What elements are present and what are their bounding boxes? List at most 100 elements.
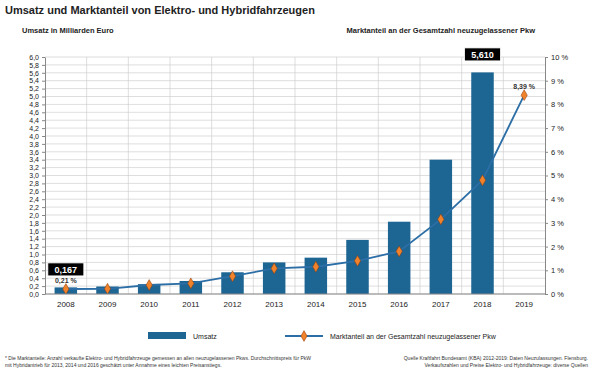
- tick: 4,6: [29, 109, 45, 116]
- tick-label: 6 %: [551, 148, 564, 157]
- marker: [104, 283, 110, 294]
- tick-mark: [42, 215, 45, 216]
- tick: 5,4: [29, 77, 45, 84]
- tick-label: 2,2: [29, 204, 39, 211]
- data-label: 0,167: [55, 265, 78, 275]
- category-separator: [420, 57, 421, 294]
- tick-mark: [42, 73, 45, 74]
- tick: 6 %: [545, 148, 564, 157]
- category-separator: [461, 57, 462, 294]
- marker: [479, 175, 485, 186]
- tick-label: 4,4: [29, 117, 39, 124]
- tick-mark: [42, 136, 45, 137]
- legend-item: Umsatz: [148, 332, 217, 340]
- tick: 3,4: [29, 156, 45, 163]
- tick-label: 2013: [265, 300, 283, 309]
- grid: [45, 57, 545, 294]
- tick-mark: [42, 168, 45, 169]
- category-separator: [211, 57, 212, 294]
- tick-label: 10 %: [551, 53, 568, 62]
- footnote: * Die Marktanteile: Anzahl verkaufte Ele…: [5, 355, 311, 361]
- tick: 2,8: [29, 180, 45, 187]
- marker: [271, 263, 277, 274]
- tick: 10 %: [545, 53, 568, 62]
- tick: 6,0: [29, 54, 45, 61]
- tick: 0,0: [29, 291, 45, 298]
- tick-label: 0,6: [29, 267, 39, 274]
- tick-mark: [545, 247, 548, 248]
- tick-label: 4,8: [29, 101, 39, 108]
- tick-label: 8 %: [551, 100, 564, 109]
- data-label: 8,39 %: [513, 83, 536, 91]
- tick: 1 %: [545, 266, 564, 275]
- tick-label: 5,6: [29, 70, 39, 77]
- marker: [188, 278, 194, 289]
- grid-line: [45, 294, 545, 295]
- tick-mark: [42, 65, 45, 66]
- legend-label: Umsatz: [193, 333, 217, 340]
- tick: 2,2: [29, 204, 45, 211]
- marker: [63, 284, 69, 294]
- category-separator: [253, 57, 254, 294]
- tick: 2016: [390, 294, 408, 309]
- tick-label: 2 %: [551, 243, 564, 252]
- tick-label: 4,0: [29, 133, 39, 140]
- tick-mark: [42, 112, 45, 113]
- tick: 1,8: [29, 220, 45, 227]
- category-separator: [170, 57, 171, 294]
- tick-label: 2014: [307, 300, 325, 309]
- tick-mark: [42, 286, 45, 287]
- data-label: 0,21 %: [55, 277, 78, 285]
- tick-label: 0,0: [29, 291, 39, 298]
- tick-label: 1 %: [551, 266, 564, 275]
- tick: 8 %: [545, 100, 564, 109]
- tick-label: 5 %: [551, 171, 564, 180]
- tick-mark: [42, 144, 45, 145]
- source: Quelle Kraftfahrt Bundesamt (KBA) 2012-2…: [404, 355, 588, 361]
- tick-label: 0,8: [29, 259, 39, 266]
- tick-label: 2016: [390, 300, 408, 309]
- tick-label: 3,0: [29, 172, 39, 179]
- tick-mark: [42, 81, 45, 82]
- tick-label: 3 %: [551, 219, 564, 228]
- data-label: 5,610: [471, 50, 494, 60]
- tick-mark: [42, 239, 45, 240]
- legend-marker: [301, 331, 307, 342]
- tick-label: 0,2: [29, 283, 39, 290]
- category-separator: [503, 57, 504, 294]
- marker: [396, 246, 402, 257]
- tick-label: 2012: [224, 300, 242, 309]
- tick: 4,2: [29, 125, 45, 132]
- tick-mark: [42, 207, 45, 208]
- tick-label: 6,0: [29, 54, 39, 61]
- tick-mark: [42, 255, 45, 256]
- tick-label: 5,8: [29, 62, 39, 69]
- tick-mark: [42, 278, 45, 279]
- tick-label: 2009: [99, 300, 117, 309]
- tick-label: 2,6: [29, 188, 39, 195]
- tick-label: 2017: [432, 300, 450, 309]
- tick: 0 %: [545, 290, 564, 299]
- tick-label: 2,0: [29, 212, 39, 219]
- tick-mark: [42, 294, 45, 295]
- axis-line: [45, 58, 46, 295]
- tick: 2,4: [29, 196, 45, 203]
- category-separator: [336, 57, 337, 294]
- y-axis-title: Umsatz in Milliarden Euro: [22, 26, 114, 35]
- tick-label: 2010: [140, 300, 158, 309]
- tick: 4,4: [29, 117, 45, 124]
- tick-mark: [545, 128, 548, 129]
- tick-mark: [545, 270, 548, 271]
- tick-mark: [42, 199, 45, 200]
- tick: 5,6: [29, 70, 45, 77]
- tick: 2014: [307, 294, 325, 309]
- tick: 4,0: [29, 133, 45, 140]
- marker: [229, 271, 235, 282]
- tick: 1,2: [29, 243, 45, 250]
- tick-label: 2015: [349, 300, 367, 309]
- tick-label: 2011: [182, 300, 200, 309]
- tick-mark: [42, 231, 45, 232]
- tick-label: 5,4: [29, 77, 39, 84]
- legend: UmsatzMarktanteil an der Gesamtzahl neuz…: [148, 331, 497, 342]
- tick: 5,8: [29, 62, 45, 69]
